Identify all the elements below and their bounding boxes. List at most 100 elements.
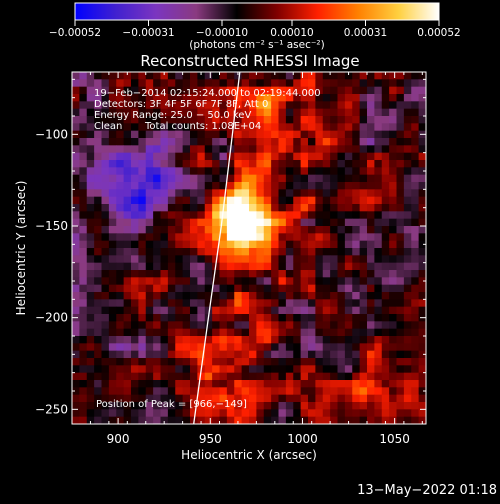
heatmap-cell [94, 380, 102, 388]
heatmap-cell [396, 240, 405, 249]
heatmap-cell [337, 248, 346, 256]
heatmap-cell [123, 86, 132, 95]
heatmap-cell [212, 189, 220, 198]
heatmap-cell [182, 255, 191, 264]
heatmap-cell [190, 350, 198, 359]
heatmap-cell [271, 409, 279, 418]
heatmap-cell [197, 182, 206, 190]
heatmap-cell [278, 321, 287, 330]
heatmap-cell [352, 167, 361, 176]
heatmap-cell [153, 204, 161, 212]
heatmap-cell [285, 101, 294, 110]
heatmap-cell [249, 218, 257, 227]
heatmap-cell [94, 211, 102, 220]
heatmap-cell [389, 182, 397, 190]
heatmap-cell [234, 306, 243, 315]
heatmap-cell [145, 233, 154, 242]
heatmap-cell [204, 130, 213, 139]
heatmap-cell [72, 402, 80, 410]
heatmap-cell [418, 387, 426, 396]
heatmap-cell [204, 204, 213, 212]
heatmap-cell [212, 365, 220, 374]
heatmap-cell [226, 240, 235, 249]
heatmap-cell [337, 196, 346, 205]
heatmap-cell [108, 108, 117, 117]
heatmap-cell [293, 108, 302, 117]
heatmap-cell [293, 409, 302, 418]
heatmap-cell [403, 138, 412, 146]
heatmap-cell [116, 138, 125, 146]
heatmap-cell [234, 358, 243, 366]
heatmap-cell [212, 270, 220, 278]
heatmap-cell [337, 226, 346, 234]
heatmap-cell [263, 248, 272, 256]
heatmap-cell [389, 218, 397, 227]
heatmap-cell [278, 284, 287, 293]
heatmap-cell [145, 387, 154, 396]
heatmap-cell [116, 189, 125, 198]
heatmap-cell [300, 86, 309, 95]
heatmap-cell [160, 182, 169, 190]
heatmap-cell [315, 270, 324, 278]
heatmap-cell [175, 248, 184, 256]
heatmap-cell [278, 211, 287, 220]
heatmap-cell [359, 365, 368, 374]
heatmap-cell [160, 218, 169, 227]
heatmap-cell [116, 86, 125, 95]
heatmap-cell [234, 94, 243, 102]
heatmap-cell [411, 277, 420, 286]
heatmap-cell [249, 152, 257, 161]
heatmap-cell [374, 402, 383, 410]
heatmap-cell [94, 174, 102, 183]
heatmap-cell [138, 380, 147, 388]
heatmap-cell [234, 72, 243, 80]
heatmap-cell [219, 416, 228, 424]
heatmap-cell [241, 79, 250, 88]
heatmap-cell [116, 394, 125, 403]
heatmap-cell [315, 138, 324, 146]
heatmap-cell [359, 284, 368, 293]
heatmap-cell [153, 196, 161, 205]
heatmap-cell [219, 79, 228, 88]
heatmap-cell [344, 94, 353, 102]
heatmap-cell [300, 218, 309, 227]
heatmap-cell [263, 86, 272, 95]
heatmap-cell [352, 233, 361, 242]
heatmap-cell [263, 240, 272, 249]
heatmap-cell [190, 145, 198, 154]
heatmap-cell [330, 167, 338, 176]
heatmap-cell [396, 211, 405, 220]
heatmap-cell [86, 299, 95, 308]
heatmap-cell [315, 372, 324, 381]
heatmap-cell [101, 409, 110, 418]
heatmap-cell [293, 284, 302, 293]
heatmap-cell [271, 101, 279, 110]
heatmap-cell [153, 255, 161, 264]
heatmap-cell [389, 284, 397, 293]
heatmap-cell [344, 270, 353, 278]
heatmap-cell [160, 226, 169, 234]
heatmap-cell [367, 218, 375, 227]
heatmap-cell [138, 86, 147, 95]
heatmap-cell [285, 145, 294, 154]
heatmap-cell [86, 189, 95, 198]
heatmap-cell [293, 262, 302, 271]
heatmap-cell [359, 240, 368, 249]
heatmap-cell [411, 138, 420, 146]
heatmap-cell [263, 336, 272, 344]
heatmap-cell [315, 145, 324, 154]
heatmap-cell [352, 182, 361, 190]
heatmap-cell [322, 167, 331, 176]
heatmap-cell [241, 226, 250, 234]
heatmap-cell [389, 79, 397, 88]
heatmap-cell [300, 138, 309, 146]
heatmap-cell [138, 101, 147, 110]
heatmap-cell [212, 299, 220, 308]
heatmap-cell [263, 299, 272, 308]
heatmap-cell [249, 262, 257, 271]
heatmap-cell [315, 262, 324, 271]
heatmap-cell [330, 86, 338, 95]
heatmap-cell [212, 328, 220, 337]
heatmap-cell [293, 240, 302, 249]
annotation-method: Clean [94, 121, 122, 132]
